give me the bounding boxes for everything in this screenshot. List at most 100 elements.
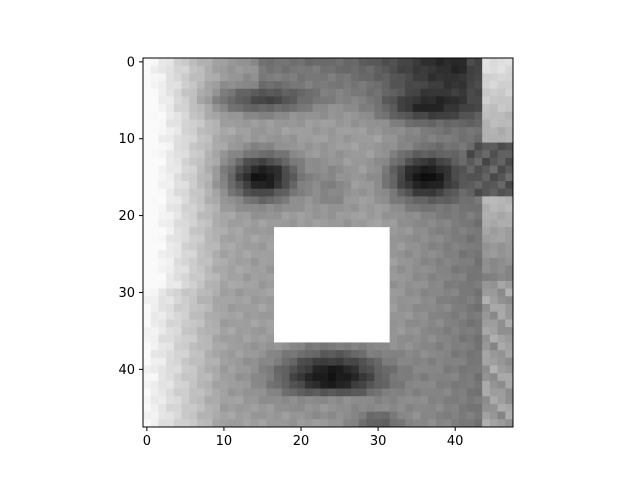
image-pixel xyxy=(397,165,406,174)
image-pixel xyxy=(150,419,159,428)
image-pixel xyxy=(250,104,260,113)
image-pixel xyxy=(443,111,452,120)
image-pixel xyxy=(166,204,175,213)
image-pixel xyxy=(250,157,260,167)
image-pixel xyxy=(266,211,275,220)
image-pixel xyxy=(482,73,491,82)
image-pixel xyxy=(389,396,398,405)
image-pixel xyxy=(389,250,398,259)
image-pixel xyxy=(335,104,344,113)
image-pixel xyxy=(212,350,221,359)
image-pixel xyxy=(405,165,414,174)
image-pixel xyxy=(497,311,506,320)
image-pixel xyxy=(443,419,452,428)
image-pixel xyxy=(474,96,483,105)
image-pixel xyxy=(143,204,152,213)
image-pixel xyxy=(343,342,352,351)
image-pixel xyxy=(204,396,213,405)
image-pixel xyxy=(266,173,275,182)
image-pixel xyxy=(274,127,283,136)
image-pixel xyxy=(443,388,452,397)
image-pixel xyxy=(389,127,398,136)
image-pixel xyxy=(482,111,491,120)
image-pixel xyxy=(173,134,183,144)
image-pixel xyxy=(243,311,252,320)
image-pixel xyxy=(497,204,506,213)
image-pixel xyxy=(482,342,491,351)
image-pixel xyxy=(443,327,452,336)
image-pixel xyxy=(335,119,344,128)
image-pixel xyxy=(166,242,175,251)
image-pixel xyxy=(243,365,252,374)
image-pixel xyxy=(289,58,298,67)
image-pixel xyxy=(482,219,491,228)
y-tick-label: 0 xyxy=(127,55,135,70)
image-pixel xyxy=(158,265,167,274)
image-pixel xyxy=(474,181,483,190)
image-pixel xyxy=(150,311,159,320)
image-pixel xyxy=(289,96,298,105)
image-pixel xyxy=(358,157,368,167)
image-pixel xyxy=(459,327,468,336)
image-pixel xyxy=(358,357,368,366)
image-pixel xyxy=(158,419,167,428)
image-pixel xyxy=(227,296,236,305)
image-pixel xyxy=(220,211,229,220)
image-pixel xyxy=(505,111,514,120)
image-pixel xyxy=(189,188,198,197)
image-pixel xyxy=(227,181,236,190)
image-pixel xyxy=(435,81,445,90)
image-pixel xyxy=(482,211,491,220)
image-pixel xyxy=(166,165,175,174)
image-pixel xyxy=(389,219,398,228)
image-pixel xyxy=(435,257,445,267)
image-pixel xyxy=(412,242,421,251)
image-pixel xyxy=(143,181,152,190)
image-pixel xyxy=(143,365,152,374)
image-pixel xyxy=(266,219,275,228)
image-pixel xyxy=(150,173,159,182)
image-pixel xyxy=(428,81,437,90)
image-pixel xyxy=(143,250,152,259)
image-pixel xyxy=(366,373,375,382)
image-pixel xyxy=(158,204,167,213)
image-pixel xyxy=(459,403,468,413)
image-pixel xyxy=(459,219,468,228)
image-pixel xyxy=(258,188,267,197)
image-pixel xyxy=(482,296,491,305)
image-pixel xyxy=(173,373,183,382)
image-pixel xyxy=(281,403,290,413)
image-pixel xyxy=(412,142,421,151)
image-pixel xyxy=(258,319,267,328)
image-pixel xyxy=(474,234,483,243)
image-pixel xyxy=(143,311,152,320)
image-pixel xyxy=(274,396,283,405)
image-pixel xyxy=(497,403,506,413)
image-pixel xyxy=(150,111,159,120)
image-pixel xyxy=(297,211,306,220)
image-pixel xyxy=(204,380,213,390)
image-pixel xyxy=(143,280,152,290)
image-pixel xyxy=(250,119,260,128)
image-pixel xyxy=(428,388,437,397)
image-pixel xyxy=(158,342,167,351)
image-pixel xyxy=(220,403,229,413)
image-pixel xyxy=(351,65,360,74)
image-pixel xyxy=(482,373,491,382)
image-pixel xyxy=(466,265,475,274)
image-pixel xyxy=(381,219,391,228)
image-pixel xyxy=(220,88,229,97)
image-pixel xyxy=(412,304,421,313)
image-pixel xyxy=(304,204,314,213)
image-pixel xyxy=(312,211,321,220)
image-pixel xyxy=(497,357,506,366)
image-pixel xyxy=(420,127,429,136)
image-pixel xyxy=(435,265,445,274)
image-pixel xyxy=(227,204,236,213)
image-pixel xyxy=(227,280,236,290)
image-pixel xyxy=(405,81,414,90)
image-pixel xyxy=(497,104,506,113)
image-pixel xyxy=(266,319,275,328)
image-pixel xyxy=(220,388,229,397)
image-pixel xyxy=(235,73,244,82)
